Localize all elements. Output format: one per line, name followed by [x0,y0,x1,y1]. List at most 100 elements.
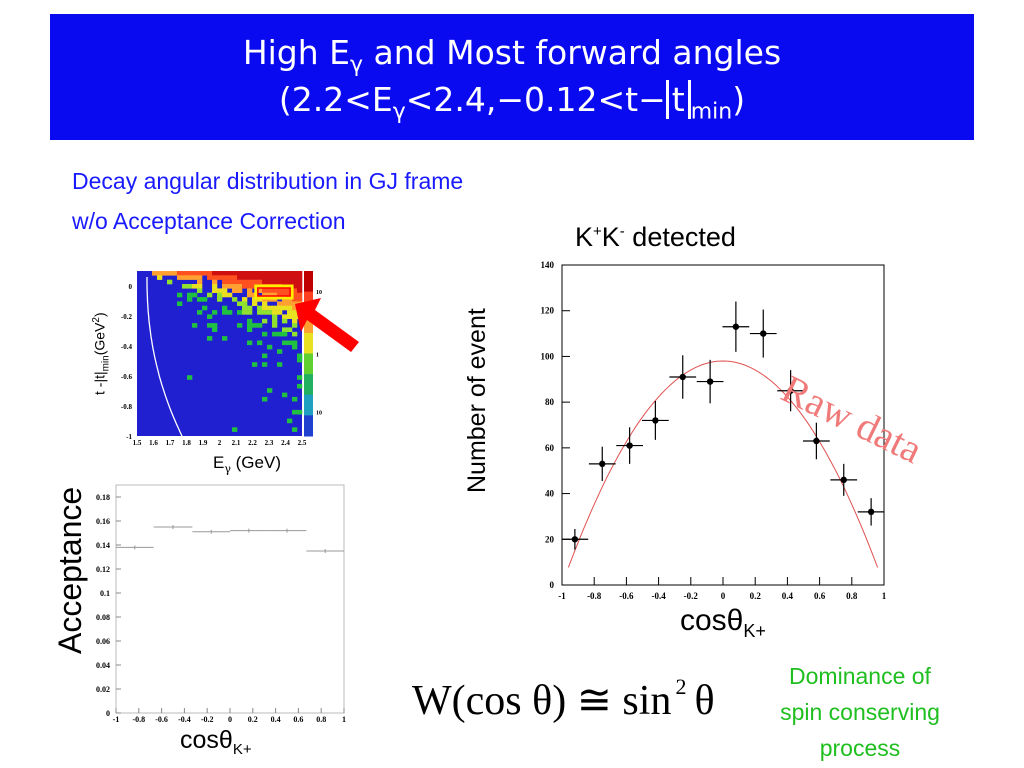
heatmap-cell [282,314,288,319]
heatmap-cell [192,284,198,289]
heatmap-cell [287,275,293,280]
heatmap-cell [277,275,283,280]
acceptance-xlabel: cosθK+ [180,726,252,758]
heatmap-cell [282,301,288,306]
heatmap-cell [262,271,268,276]
note-line: Dominance of [789,663,931,689]
heatmap-cell [217,297,223,302]
title2-text-a: (2.2<E [278,80,393,119]
heatmap-cell [247,327,253,332]
data-point [599,460,606,468]
heatmap-cell [247,340,253,346]
heatmap-cell [237,310,243,315]
heatmap-cell [222,305,228,311]
heatmap-cell [262,288,268,293]
heatmap-cell [292,331,298,337]
y-tick-label: 0.06 [96,637,110,646]
heatmap-cell [247,284,253,289]
x-tick-label: 0.8 [846,591,858,601]
heatmap-cell [207,323,213,328]
heatmap-cell [297,275,303,280]
heatmap-cell [177,292,183,298]
heatmap-cell [242,279,248,285]
heatmap-cell [262,362,268,367]
colorbar-segment [304,332,313,354]
data-point [679,373,686,381]
heatmap-cell [222,271,228,276]
title-line-2: (2.2<Eγ<2.4,−0.12<t− t min) [50,77,974,123]
heatmap-cell [267,310,273,315]
x-tick-label: 0.8 [316,715,326,724]
heatmap-cell [292,409,298,415]
heatmap-cell [272,318,278,324]
heatmap-cell [297,284,303,289]
heatmap-cell [292,284,298,289]
heatmap-cell [292,279,298,285]
heatmap-cell [262,396,268,402]
heatmap-cell [222,292,228,298]
x-tick-label: 0.4 [782,591,794,601]
heatmap-cell [232,427,238,432]
heatmap-cell [267,305,273,311]
heatmap-cell [252,271,258,276]
heatmap-cell [192,323,198,328]
heatmap-cell [232,279,238,285]
x-tick-label: 1.7 [166,439,175,447]
x-tick-label: -0.6 [619,591,634,601]
heatmap-cell [222,275,228,280]
x-tick-label: 0.6 [293,715,303,724]
heatmap-cell [237,275,243,280]
heatmap-cell [287,301,293,306]
data-point [760,330,767,337]
scatter-chart: -1 -0.8 -0.6 -0.4 -0.2 0 0.2 0.4 0.6 0.8 1 0 20 40 60 8… [541,260,887,601]
heatmap-cell [287,271,293,276]
formula: W(cos θ) ≅ sin 2 θ [412,674,715,724]
heatmap-cell [247,279,253,285]
heatmap-cell [297,357,303,363]
heatmap-cell [292,318,298,324]
heatmap-cell [287,418,293,424]
y-tick-label: 80 [545,397,555,407]
y-tick-label: 0.12 [96,565,110,574]
heatmap-cell [182,275,188,280]
y-tick-label: -0.2 [121,313,133,321]
heatmap-cell [272,292,278,298]
heatmap-cell [222,310,228,315]
heatmap-cell [282,305,288,311]
heatmap-cell [257,275,263,280]
plot-frame [115,484,345,714]
x-tick-label: 1 [882,591,887,601]
heatmap-cell [197,275,203,280]
y-tick-label: 100 [541,351,555,361]
heatmap-cell [242,310,248,315]
heatmap-cell [277,301,283,306]
heatmap-cell [222,284,228,289]
heatmap-cell [297,297,303,302]
colorbar-label: 10 [316,290,322,296]
heatmap-cell [212,275,218,280]
colorbar-segment [304,415,313,437]
heatmap-cell [282,279,288,285]
heatmap-cell [242,301,248,306]
x-tick-label: 0 [228,715,232,724]
heatmap-cell [292,288,298,293]
heatmap-cell [157,271,163,276]
data-point [840,476,847,484]
heatmap-cell [282,318,288,324]
heatmap-cell [222,279,228,285]
heatmap-cell [167,279,173,285]
y-tick-label: -0.8 [121,403,133,411]
colorbar-label: 1 [316,353,319,359]
heatmap-cell [262,301,268,306]
heatmap-cell [177,301,183,306]
scatter-xlabel: cosθK+ [680,604,766,641]
scatter-title: K+K- detected [575,222,736,252]
heatmap-cell [267,292,273,298]
subtitle-acceptance: w/o Acceptance Correction [72,208,346,234]
x-tick-label: 0.4 [271,715,281,724]
heatmap-cell [207,292,213,298]
x-tick-label: 0.2 [750,591,762,601]
y-tick-label: 0.18 [96,493,110,502]
colorbar-label: 10 [316,410,322,416]
y-tick-label: 0.08 [96,613,110,622]
